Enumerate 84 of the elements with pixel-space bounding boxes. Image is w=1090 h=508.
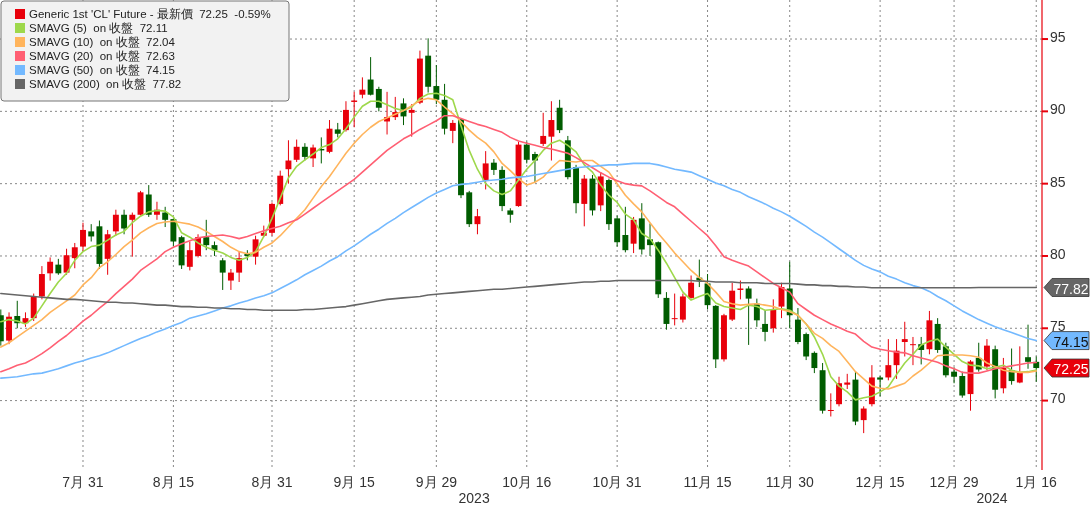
candlestick <box>540 112 547 147</box>
x-tick-label: 12月 15 <box>855 474 905 490</box>
line-series <box>0 162 1038 379</box>
candlestick <box>490 158 497 176</box>
x-tick-label: 1月 16 <box>1015 474 1058 490</box>
candlestick <box>762 309 769 342</box>
candlestick <box>6 311 12 345</box>
legend-label: SMAVG (50) on 收盤 74.15 <box>29 64 175 77</box>
candlestick <box>1025 324 1031 370</box>
legend-label: SMAVG (200) on 收盤 77.82 <box>29 78 182 91</box>
y-tick-label: 70 <box>1050 390 1066 407</box>
x-tick-label: 8月 31 <box>251 474 293 490</box>
candlestick <box>770 298 777 334</box>
legend-label: SMAVG (20) on 收盤 72.63 <box>29 50 175 63</box>
y-tick-label: 85 <box>1050 173 1066 190</box>
x-tick-label: 9月 29 <box>415 474 458 490</box>
candlestick <box>47 256 54 282</box>
candlestick <box>71 242 78 269</box>
candlestick <box>293 139 300 163</box>
candlestick <box>983 338 990 371</box>
text: 2024 <box>976 490 1008 506</box>
candlestick <box>203 219 210 251</box>
candlestick <box>227 268 234 291</box>
candlestick <box>219 257 226 291</box>
x-tick-label: 8月 15 <box>152 474 195 490</box>
legend-label: Generic 1st 'CL' Future - 最新價 72.25 -0.59% <box>29 7 271 21</box>
x-tick-label: 12月 29 <box>929 474 979 490</box>
candlestick <box>112 209 119 237</box>
y-tick-label: 80 <box>1050 245 1066 262</box>
y-tick-label: 75 <box>1050 318 1066 335</box>
text: 2023 <box>458 490 490 506</box>
candlestick <box>827 392 834 417</box>
legend-label: SMAVG (5) on 收盤 72.11 <box>29 22 168 35</box>
x-tick-label: 9月 15 <box>333 474 376 490</box>
candlestick <box>959 371 966 399</box>
candlestick <box>803 332 810 361</box>
candlestick <box>186 241 193 271</box>
text: 72.25 <box>1053 361 1089 378</box>
candlestick <box>630 216 637 254</box>
candlestick <box>836 376 842 407</box>
candlestick <box>63 248 70 276</box>
candlestick <box>671 293 678 326</box>
candlestick <box>285 139 292 185</box>
candlestick <box>548 100 555 162</box>
y-tick-label: 95 <box>1050 28 1066 45</box>
candlestick <box>885 338 892 381</box>
candlestick <box>129 212 136 258</box>
candlestick <box>688 274 695 300</box>
candlestick <box>951 366 958 384</box>
candlestick <box>556 99 563 134</box>
data-label: 74.15 <box>1053 333 1089 350</box>
candlestick <box>745 285 752 346</box>
data-label: 77.82 <box>1053 280 1089 297</box>
legend-label: SMAVG (10) on 收盤 72.04 <box>29 36 176 49</box>
candlestick <box>80 222 86 253</box>
candlestick <box>38 265 45 300</box>
candlestick <box>910 336 916 366</box>
candlestick <box>162 206 169 228</box>
candlestick <box>614 214 621 248</box>
candlestick <box>474 208 481 235</box>
x-tick-label: 11月 15 <box>683 474 732 490</box>
candlestick <box>679 293 686 323</box>
y-tick-label: 90 <box>1050 101 1066 118</box>
candlestick <box>877 375 884 397</box>
x-tick-label: 10月 16 <box>502 474 552 490</box>
candlestick <box>145 184 152 218</box>
candlestick <box>367 56 374 96</box>
candlestick <box>1016 345 1023 384</box>
candlestick <box>794 307 801 345</box>
candlestick <box>482 150 489 190</box>
candlestick <box>359 76 366 99</box>
candlestick <box>375 86 382 112</box>
candlestick <box>860 405 867 434</box>
x-tick-label: 10月 31 <box>592 474 642 490</box>
candlestick <box>622 206 629 253</box>
candlestick <box>811 350 818 374</box>
candlestick <box>408 103 415 138</box>
candlestick <box>449 119 456 144</box>
candlestick <box>343 100 349 133</box>
candlestick <box>121 209 128 235</box>
x-tick-label: 11月 30 <box>765 474 814 490</box>
x-tick-label: 7月 31 <box>62 474 104 490</box>
candlestick <box>901 321 908 357</box>
candlestick <box>236 251 243 283</box>
